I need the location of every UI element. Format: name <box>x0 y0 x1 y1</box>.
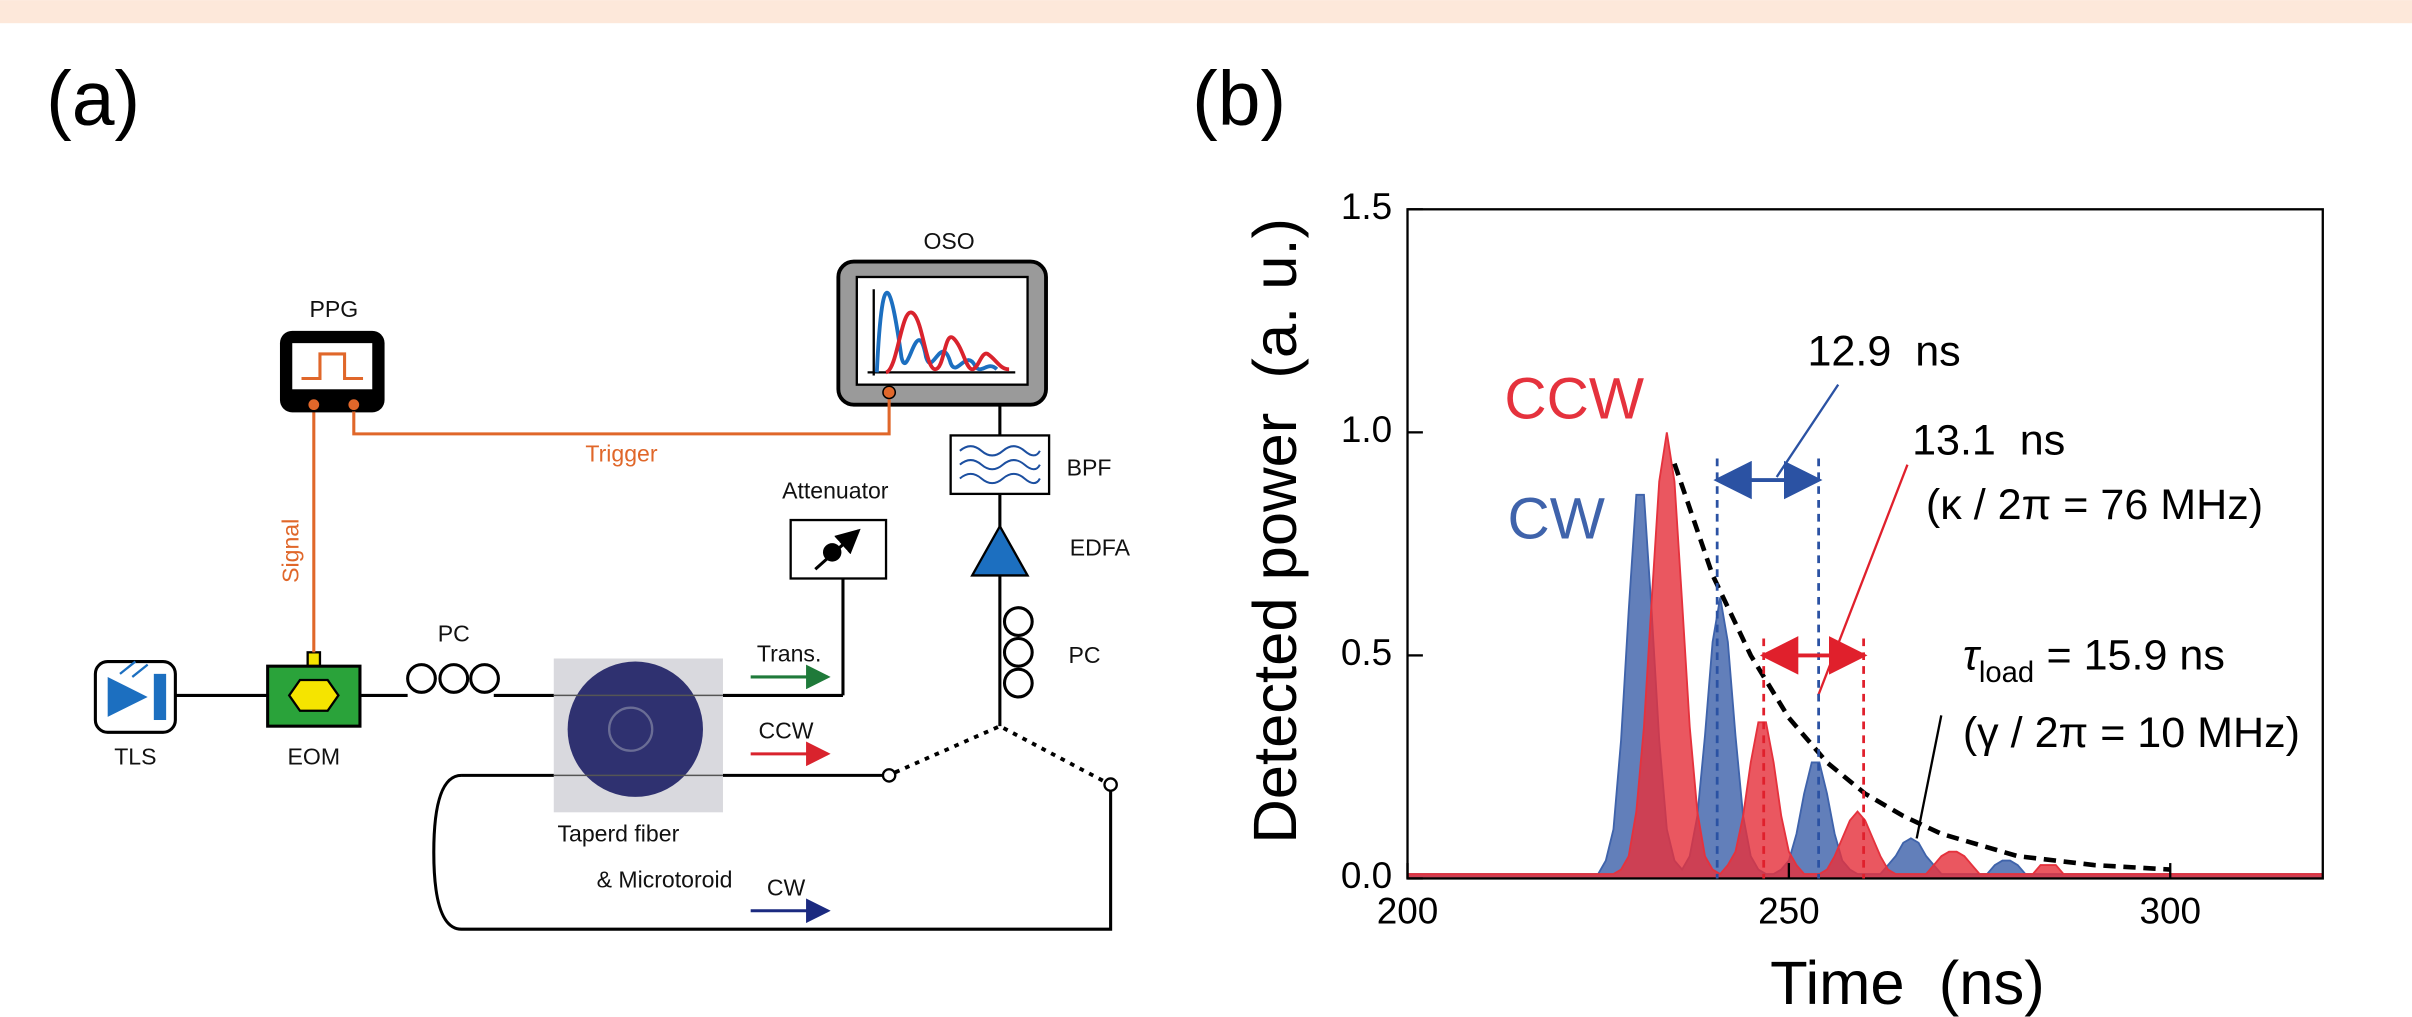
top-band <box>0 0 2412 24</box>
tau-symbol: τ <box>1963 632 1982 680</box>
label-trigger: Trigger <box>585 441 658 467</box>
tau-value: = 15.9 ns <box>2046 632 2224 680</box>
label-ccw: CCW <box>759 717 814 743</box>
interval-label: 12.9 ns <box>1807 327 1960 375</box>
series-label: CCW <box>1504 367 1644 432</box>
label-pc: PC <box>438 621 470 647</box>
x-axis-label: Time (ns) <box>1770 949 2045 1017</box>
label-ppg: PPG <box>309 296 358 322</box>
annotation-gamma: (γ / 2π = 10 MHz) <box>1963 709 2300 757</box>
y-axis-label: Detected power (a. u.) <box>1241 218 1310 844</box>
label-cw: CW <box>767 874 806 900</box>
label-trans: Trans. <box>757 640 822 666</box>
label-tls: TLS <box>114 744 156 770</box>
x-tick-label: 250 <box>1758 891 1820 932</box>
x-tick-label: 300 <box>2139 891 2201 932</box>
series-line <box>1407 493 2323 875</box>
label-fiber: Taperd fiber <box>557 820 679 846</box>
area-fill <box>1407 494 2323 879</box>
y-tick-label: 1.5 <box>1341 186 1392 227</box>
series-line <box>1407 432 2323 876</box>
callout-line <box>1817 464 1909 696</box>
tau-subscript: load <box>1979 657 2034 689</box>
plot-frame <box>1406 208 2324 880</box>
x-tick-label: 200 <box>1377 891 1439 932</box>
panel-label: (b) <box>1192 56 1286 142</box>
y-tick-label: 0.0 <box>1341 855 1392 896</box>
callout-line <box>1915 715 1943 839</box>
annotation-kappa: (κ / 2π = 76 MHz) <box>1926 481 2263 529</box>
label-edfa: EDFA <box>1070 534 1131 560</box>
label-attenuator: Attenuator <box>782 477 889 503</box>
series-label: CW <box>1507 487 1604 552</box>
label-bpf: BPF <box>1067 454 1112 480</box>
label-microtoroid: & Microtoroid <box>597 867 733 893</box>
label-pc: PC <box>1068 642 1100 668</box>
callout-line <box>1775 384 1840 478</box>
interval-label: 13.1 ns <box>1912 416 2065 464</box>
label-oso: OSO <box>923 228 974 254</box>
label-eom: EOM <box>288 744 341 770</box>
setup-diagram: (a) TLS EOM PC Taperd fiber & Microtoroi… <box>46 56 1131 931</box>
panel-label: (a) <box>46 56 140 142</box>
fit-curve <box>1672 462 2171 872</box>
y-tick-label: 1.0 <box>1341 409 1392 450</box>
y-tick-label: 0.5 <box>1341 632 1392 673</box>
annotation-tau: τload = 15.9 ns <box>1963 632 2225 689</box>
label-signal: Signal <box>277 519 303 583</box>
